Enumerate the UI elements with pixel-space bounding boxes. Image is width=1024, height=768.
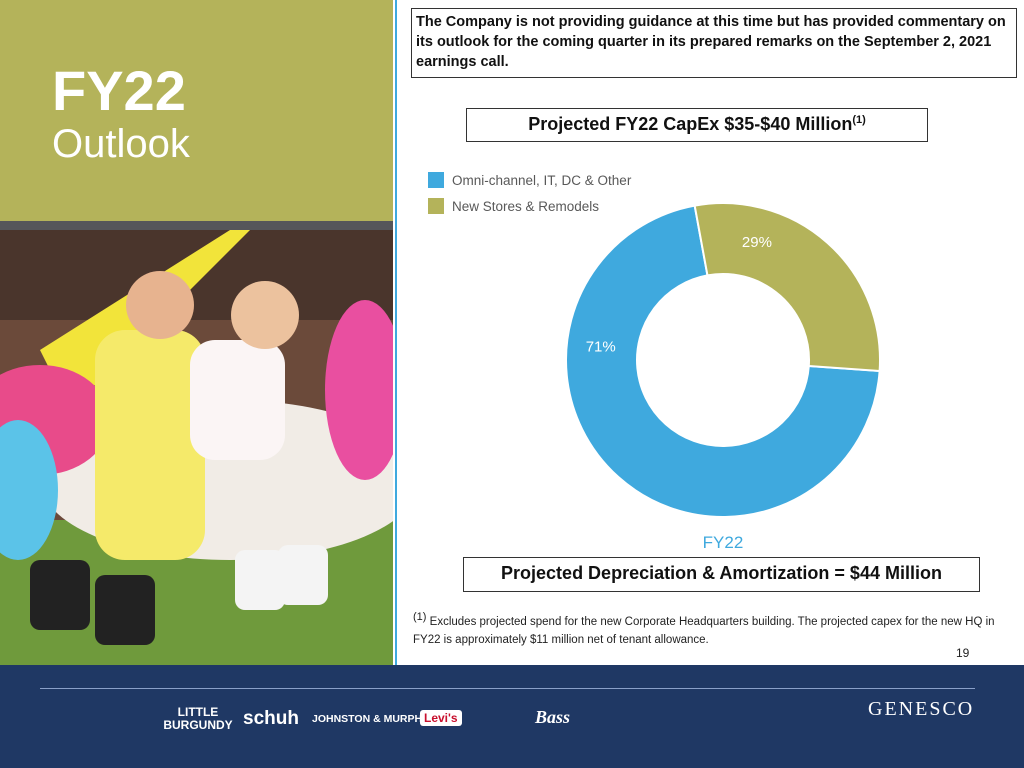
data-label: 29% xyxy=(742,234,772,251)
legend-label: Omni-channel, IT, DC & Other xyxy=(452,173,632,188)
footer xyxy=(0,665,1024,768)
slide-subtitle: Outlook xyxy=(52,122,190,166)
footnote: (1) Excludes projected spend for the new… xyxy=(413,608,1008,649)
company-logo: GENESCO xyxy=(868,698,975,720)
depreciation-text: Projected Depreciation & Amortization = … xyxy=(501,563,942,583)
footnote-text: Excludes projected spend for the new Cor… xyxy=(413,615,995,646)
divider-line xyxy=(395,0,397,665)
brand-logo: Bass xyxy=(535,707,571,727)
page-number: 19 xyxy=(956,646,970,660)
footnote-marker: (1) xyxy=(413,611,427,623)
brand-logo: LITTLE BURGUNDY xyxy=(163,705,233,732)
depreciation-box: Projected Depreciation & Amortization = … xyxy=(463,557,980,592)
donut-slice xyxy=(693,202,881,373)
slide-title: FY22 xyxy=(52,59,186,122)
legend-swatch xyxy=(428,172,444,188)
title-panel xyxy=(0,0,393,221)
donut-chart: Omni-channel, IT, DC & Other New Stores &… xyxy=(428,172,881,552)
chart-title: Projected FY22 CapEx $35-$40 Million xyxy=(528,114,853,134)
legend-swatch xyxy=(428,198,444,214)
legend-label: New Stores & Remodels xyxy=(452,199,599,214)
data-label: 71% xyxy=(586,339,616,356)
divider xyxy=(0,221,393,230)
brand-logo: JOHNSTON & MURPHY xyxy=(312,713,430,725)
donut-slice xyxy=(565,204,881,518)
x-axis-label: FY22 xyxy=(703,533,744,552)
chart-title-box: Projected FY22 CapEx $35-$40 Million(1) xyxy=(466,108,928,142)
brand-logo: schuh xyxy=(243,708,299,729)
outlook-note: The Company is not providing guidance at… xyxy=(411,8,1017,78)
footer-line xyxy=(40,688,975,689)
title-note: (1) xyxy=(852,114,866,126)
photo xyxy=(0,230,393,665)
brand-logo: Levi's xyxy=(420,710,462,726)
